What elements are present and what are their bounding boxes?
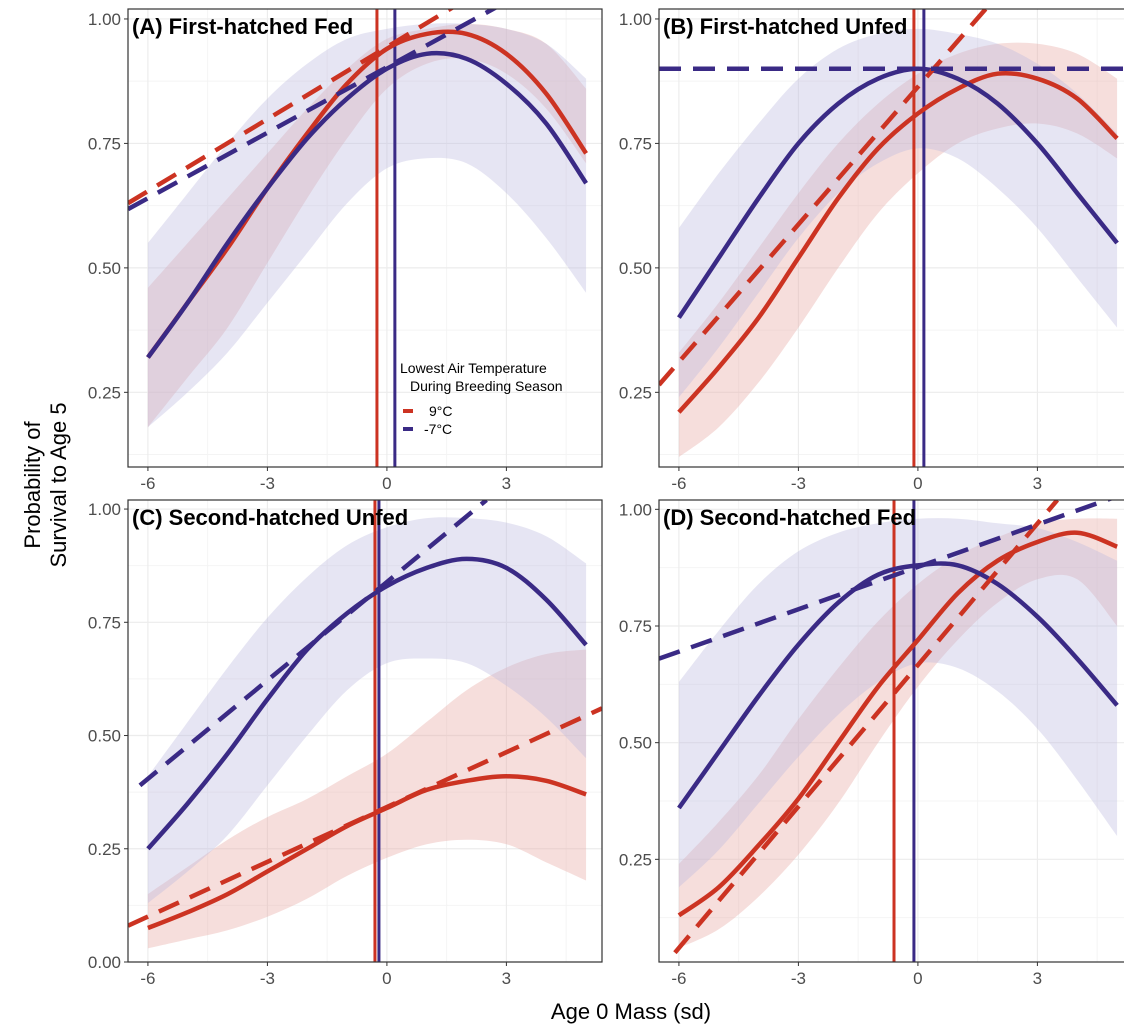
panel-d-solid-line-warm [677, 530, 1118, 918]
panel-a-x-tick-label: -6 [140, 474, 155, 493]
panel-b-lines [659, 9, 1124, 467]
panel-d-solid-line-cold [677, 561, 1119, 810]
legend-label-cold: -7°C [424, 421, 452, 437]
panel-c-dashed-line-warm [128, 706, 602, 928]
legend-label-warm: 9°C [429, 403, 453, 419]
panel-d-dashed-line-cold [659, 500, 1114, 661]
x-axis-title: Age 0 Mass (sd) [551, 999, 711, 1024]
panel-d-x-tick-label: 0 [913, 969, 922, 988]
panel-a-x-tick-label: 3 [502, 474, 511, 493]
y-axis-title-line-1: Probability of [20, 421, 45, 549]
panel-a-dashed-line-warm [128, 9, 455, 206]
panel-d-lines [659, 500, 1119, 962]
panel-c-y-tick-label: 0.50 [88, 727, 121, 746]
legend: Lowest Air Temperature During Breeding S… [400, 360, 563, 437]
panel-c-ticks: 0.00 0.25 0.50 0.75 1.00 -6 -3 0 3 [88, 500, 511, 988]
panel-b-y-tick-label: 0.50 [619, 259, 652, 278]
panel-a-solid-line-warm [146, 29, 588, 359]
panel-d-ribbon-warm [678, 518, 1118, 948]
panel-a-title: (A) First-hatched Fed [132, 14, 353, 39]
panel-b-solid-line-warm [677, 70, 1119, 414]
panel-a-ribbon-warm [147, 23, 587, 428]
panel-d-dashed-line-warm [673, 500, 1060, 955]
y-axis-title-line-2: Survival to Age 5 [46, 402, 71, 567]
panel-c-x-tick-label: -6 [140, 969, 155, 988]
y-axis-title: Probability of Survival to Age 5 [20, 402, 71, 567]
panel-b-ribbons [678, 28, 1118, 457]
panel-c-frame [127, 499, 603, 963]
panel-b-frame [658, 8, 1124, 468]
panel-d-x-tick-label: -6 [671, 969, 686, 988]
panel-c-lines [128, 500, 602, 962]
panel-c-y-tick-label: 1.00 [88, 500, 121, 519]
panel-c-y-tick-label: 0.25 [88, 840, 121, 859]
panel-c-x-tick-label: -3 [260, 969, 275, 988]
panel-a-first-hatched-fed: 0.25 0.50 0.75 1.00 -6 -3 0 3 (A) First-hatched… [88, 8, 603, 493]
panel-b-x-tick-label: -3 [791, 474, 806, 493]
panel-c-ribbon-warm [147, 649, 587, 949]
panel-a-x-tick-label: -3 [260, 474, 275, 493]
panel-b-x-tick-label: 3 [1033, 474, 1042, 493]
panel-c-y-tick-label: 0.75 [88, 613, 121, 632]
panel-d-y-tick-label: 0.25 [619, 850, 652, 869]
panel-a-y-tick-label: 1.00 [88, 10, 121, 29]
panel-d-x-tick-label: -3 [791, 969, 806, 988]
panel-d-second-hatched-fed: 0.25 0.50 0.75 1.00 -6 -3 0 3 (D) Second-hatche… [619, 499, 1124, 988]
panel-c-y-tick-label: 0.00 [88, 953, 121, 972]
panel-b-x-tick-label: -6 [671, 474, 686, 493]
legend-title-line-1: Lowest Air Temperature [400, 360, 547, 376]
panel-a-frame [127, 8, 603, 468]
panel-a-y-tick-label: 0.75 [88, 134, 121, 153]
panel-d-ticks: 0.25 0.50 0.75 1.00 -6 -3 0 3 [619, 500, 1042, 988]
panel-c-ribbons [147, 517, 587, 949]
panel-d-y-tick-label: 0.75 [619, 617, 652, 636]
panel-a-x-tick-label: 0 [382, 474, 391, 493]
panel-a-ticks: 0.25 0.50 0.75 1.00 -6 -3 0 3 [88, 10, 511, 493]
panel-b-title: (B) First-hatched Unfed [663, 14, 907, 39]
panel-b-solid-line-cold [677, 66, 1119, 319]
panel-c-x-tick-label: 3 [502, 969, 511, 988]
panel-d-frame [658, 499, 1124, 963]
legend-title-line-2: During Breeding Season [410, 378, 563, 394]
panel-a-lines [128, 9, 588, 467]
panel-c-ribbon-cold [147, 517, 587, 904]
panel-b-dashed-line-warm [659, 9, 988, 387]
panel-b-y-tick-label: 1.00 [619, 10, 652, 29]
panel-b-ribbon-warm [678, 42, 1118, 457]
panel-d-y-tick-label: 1.00 [619, 500, 652, 519]
panel-c-dashed-line-cold [138, 500, 488, 788]
panel-c-solid-line-warm [147, 774, 587, 931]
panel-a-y-tick-label: 0.25 [88, 383, 121, 402]
panel-c-second-hatched-unfed: 0.00 0.25 0.50 0.75 1.00 -6 -3 0 3 (C) Second-ha… [88, 499, 603, 988]
panel-b-ribbon-cold [678, 28, 1118, 398]
panel-c-title: (C) Second-hatched Unfed [132, 505, 408, 530]
panel-b-x-tick-label: 0 [913, 474, 922, 493]
panel-a-y-tick-label: 0.50 [88, 259, 121, 278]
panel-d-title: (D) Second-hatched Fed [663, 505, 916, 530]
panel-d-y-tick-label: 0.50 [619, 734, 652, 753]
panel-d-x-tick-label: 3 [1033, 969, 1042, 988]
panel-b-y-tick-label: 0.75 [619, 134, 652, 153]
panel-b-ticks: 0.25 0.50 0.75 1.00 -6 -3 0 3 [619, 10, 1042, 493]
panel-b-grid [659, 9, 1124, 467]
panel-b-plot-background [659, 9, 1124, 467]
panel-b-first-hatched-unfed: 0.25 0.50 0.75 1.00 -6 -3 0 3 (B) First-hatched… [619, 8, 1124, 493]
panel-a-solid-line-cold [146, 50, 588, 359]
panel-c-x-tick-label: 0 [382, 969, 391, 988]
panel-b-y-tick-label: 0.25 [619, 383, 652, 402]
